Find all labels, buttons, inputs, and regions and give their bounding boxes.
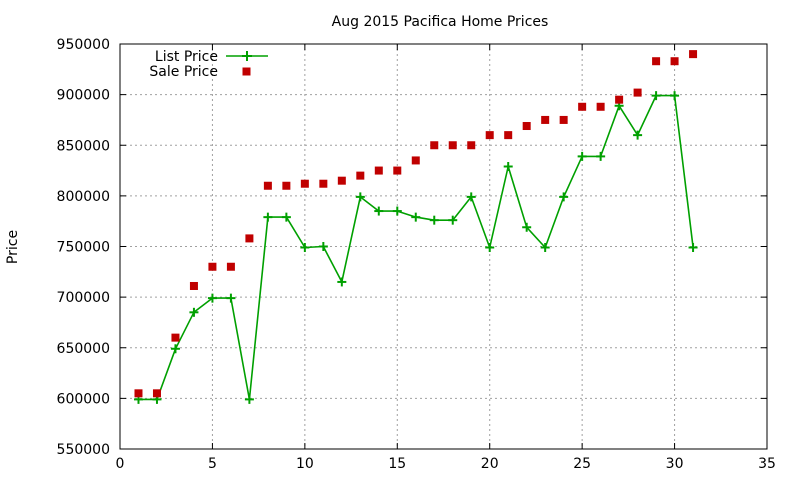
sale-price-point (485, 131, 494, 140)
sale-price-point (282, 181, 291, 190)
sale-price-point (134, 389, 143, 398)
sale-price-point (152, 389, 161, 398)
x-tick-label: 30 (666, 456, 684, 472)
list-price-point (688, 243, 698, 253)
y-tick-label: 900000 (57, 88, 110, 104)
y-tick-label: 850000 (57, 138, 110, 154)
list-price-point (485, 243, 495, 253)
chart-title: Aug 2015 Pacifica Home Prices (332, 14, 549, 30)
list-price-point (189, 307, 199, 317)
list-price-point (540, 243, 550, 253)
axis-ticks (119, 43, 768, 450)
list-price-point (281, 212, 291, 222)
series (133, 50, 698, 404)
list-price-point (337, 277, 347, 287)
list-price-point (651, 91, 661, 101)
list-price-point (170, 344, 180, 354)
list-price-point (466, 192, 476, 202)
list-price-point (318, 242, 328, 251)
sale-price-point (319, 179, 328, 188)
x-axis-tick-labels: 0 5 10 15 20 25 30 35 (116, 456, 776, 472)
x-tick-label: 5 (208, 456, 217, 472)
x-tick-label: 0 (116, 456, 125, 472)
legend: List Price Sale Price (149, 49, 268, 80)
list-price-point (429, 215, 439, 225)
sale-price-point (633, 88, 642, 97)
list-price-point (263, 212, 273, 222)
sale-price-point (263, 181, 272, 190)
y-tick-label: 550000 (57, 442, 110, 458)
list-price-point (559, 192, 569, 202)
list-price-point (392, 206, 402, 216)
sale-price-point (559, 115, 568, 124)
sale-price-point (541, 115, 550, 124)
y-tick-label: 800000 (57, 189, 110, 205)
sale-price-point (393, 166, 402, 175)
sale-price-point (670, 57, 679, 66)
sale-price-point (689, 50, 698, 59)
x-tick-label: 10 (296, 456, 314, 472)
legend-label-sale-price: Sale Price (149, 64, 218, 80)
sale-price-point (189, 281, 198, 290)
y-tick-label: 650000 (57, 341, 110, 357)
sale-price-point (337, 176, 346, 185)
sale-price-point (652, 57, 661, 66)
sale-price-point (615, 95, 624, 104)
x-tick-label: 15 (388, 456, 406, 472)
list-price-point (244, 394, 254, 404)
list-price-point (374, 206, 384, 216)
sale-price-point (430, 141, 439, 150)
x-tick-label: 25 (573, 456, 591, 472)
list-price-point (226, 293, 236, 303)
y-tick-label: 600000 (57, 391, 110, 407)
list-price-point (633, 130, 643, 140)
y-tick-label: 750000 (57, 240, 110, 256)
sale-price-point (356, 171, 365, 180)
sale-price-point (578, 102, 587, 111)
y-axis-label: Price (5, 230, 21, 264)
sale-price-point (522, 122, 531, 131)
sale-price-point (300, 179, 309, 188)
sale-price-point (245, 234, 254, 243)
series-sale-price (134, 50, 698, 398)
list-price-point (411, 212, 421, 222)
sale-price-point (208, 262, 217, 271)
legend-label-list-price: List Price (155, 49, 218, 65)
sale-price-point (171, 333, 180, 342)
legend-marker-list-price (242, 51, 252, 61)
y-tick-label: 950000 (57, 37, 110, 53)
sale-price-point (596, 102, 605, 111)
list-price-point (207, 293, 217, 303)
y-axis-tick-labels: 550000 600000 650000 700000 750000 800000 8500… (57, 37, 110, 458)
sale-price-point (374, 166, 383, 175)
sale-price-point (226, 262, 235, 271)
sale-price-point (411, 156, 420, 165)
sale-price-point (467, 141, 476, 150)
list-price-point (355, 192, 365, 202)
x-tick-label: 20 (481, 456, 499, 472)
list-price-point (577, 151, 587, 161)
x-tick-label: 35 (758, 456, 776, 472)
list-price-point (448, 215, 458, 225)
list-price-point (300, 243, 310, 253)
sale-price-point (448, 141, 457, 150)
list-price-point (670, 91, 680, 101)
list-price-point (503, 162, 513, 172)
legend-marker-sale-price (242, 67, 251, 76)
sale-price-point (504, 131, 513, 140)
y-tick-label: 700000 (57, 290, 110, 306)
list-price-point (596, 151, 606, 161)
list-price-point (522, 222, 532, 232)
